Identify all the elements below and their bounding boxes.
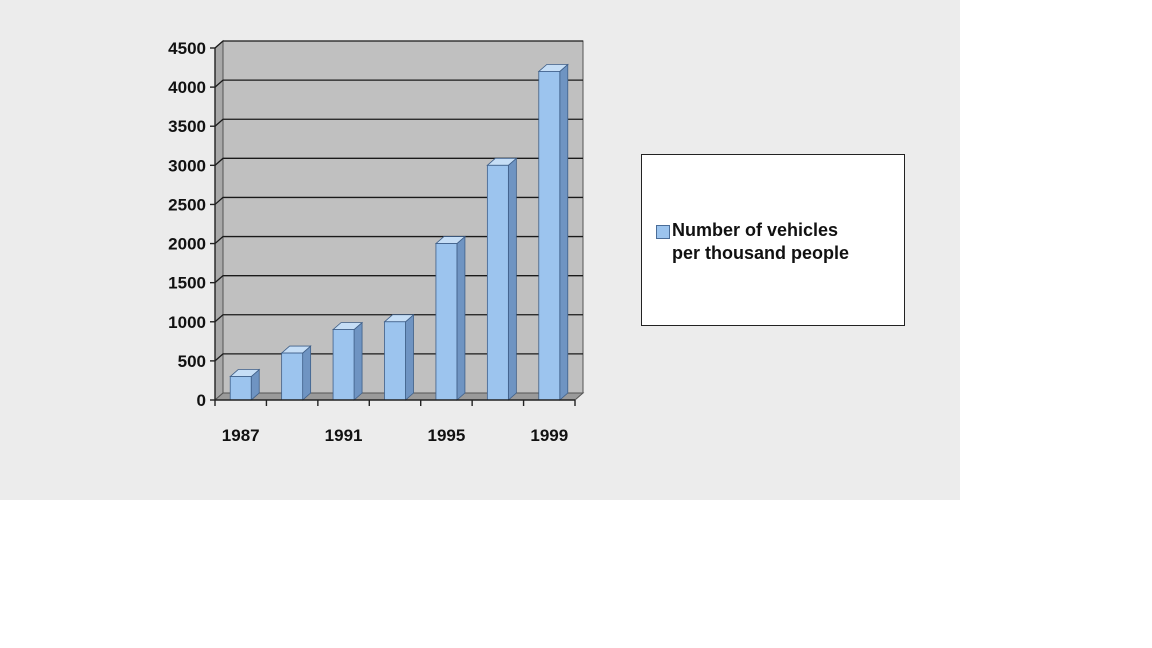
plot-side-wall xyxy=(214,39,224,402)
y-tick-label: 4000 xyxy=(168,78,206,97)
legend-label-line-1: Number of vehicles xyxy=(672,220,839,240)
legend-label-line-2: per thousand people xyxy=(672,243,850,263)
bar-1987 xyxy=(229,368,261,401)
y-tick-label: 0 xyxy=(197,391,206,410)
y-tick-label: 1000 xyxy=(168,313,206,332)
bar-1999 xyxy=(537,63,569,401)
bar-front-face xyxy=(435,243,458,401)
y-axis-tick-labels: 0 500 1000 1500 2000 2500 3000 3500 4000 4500 xyxy=(168,39,206,410)
grid-line xyxy=(214,79,583,88)
y-tick-label: 2500 xyxy=(168,195,206,214)
legend-swatch xyxy=(656,225,670,239)
x-tick-label: 1987 xyxy=(222,426,260,445)
legend-label: Number of vehicles per thousand people xyxy=(672,219,904,265)
bar-1995 xyxy=(434,235,466,401)
y-tick-label: 3500 xyxy=(168,117,206,136)
grid-line xyxy=(214,196,583,205)
bars xyxy=(229,63,569,401)
bar-side-face xyxy=(405,313,414,401)
y-tick-label: 2000 xyxy=(168,235,206,254)
grid-line xyxy=(214,40,583,49)
legend: Number of vehicles per thousand people xyxy=(641,154,905,326)
bar-front-face xyxy=(384,321,406,401)
x-tick-label: 1995 xyxy=(428,426,466,445)
bar-side-face xyxy=(302,345,312,401)
y-tick-label: 1500 xyxy=(168,274,206,293)
bar-front-face xyxy=(538,71,561,401)
x-tick-label: 1999 xyxy=(530,426,568,445)
x-axis-tick-labels: 1987 1991 1995 1999 xyxy=(222,426,568,445)
bar-side-face xyxy=(507,157,517,401)
y-tick-label: 500 xyxy=(178,352,206,371)
bar-1993 xyxy=(383,313,415,401)
bar-side-face xyxy=(456,235,466,401)
bar-side-face xyxy=(353,321,363,401)
bar-1997 xyxy=(486,157,518,401)
bar-front-face xyxy=(332,329,355,401)
y-tick-label: 4500 xyxy=(168,39,206,58)
bar-1989 xyxy=(280,345,312,401)
axes xyxy=(210,47,576,406)
bar-front-face xyxy=(486,164,509,401)
bar-front-face xyxy=(229,376,252,401)
x-tick-label: 1991 xyxy=(325,426,363,445)
bar-1991 xyxy=(332,321,364,401)
bar-side-face xyxy=(559,63,569,401)
grid-line xyxy=(214,118,583,127)
bar-front-face xyxy=(281,352,304,401)
y-tick-label: 3000 xyxy=(168,156,206,175)
grid-line xyxy=(214,157,583,166)
